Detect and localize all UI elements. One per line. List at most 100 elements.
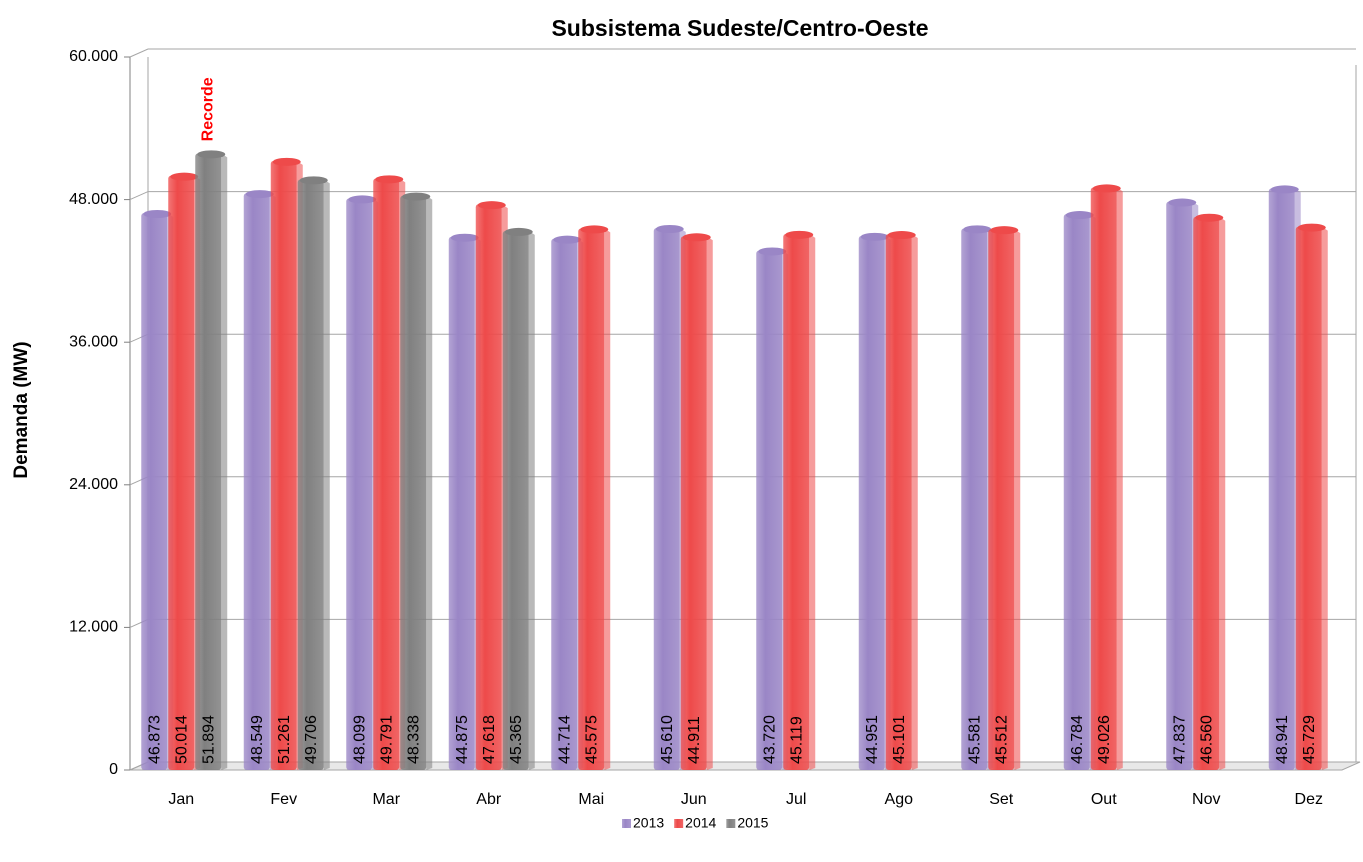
bar-side	[809, 233, 816, 770]
bar	[988, 226, 1021, 771]
legend-label: 2013	[633, 815, 664, 831]
bar-side	[706, 236, 713, 770]
value-label: 44.714	[556, 715, 573, 764]
value-label: 46.784	[1069, 715, 1086, 764]
bar-body	[783, 233, 810, 770]
bar-cap	[990, 226, 1019, 235]
y-tick-label: 24.000	[69, 476, 118, 493]
bar	[1193, 213, 1226, 770]
bar-cap	[682, 233, 711, 242]
bar-body	[1268, 188, 1295, 770]
bar-cap	[170, 172, 199, 181]
bar-body	[1295, 226, 1322, 771]
bar-cap	[299, 176, 328, 185]
x-tick-label: Nov	[1192, 791, 1220, 808]
x-tick-label: Set	[989, 791, 1014, 808]
x-tick-label: Jan	[168, 791, 194, 808]
value-label: 45.729	[1301, 715, 1318, 764]
bar-body	[1090, 187, 1117, 770]
value-label: 47.618	[481, 715, 498, 764]
bar-body	[858, 235, 885, 771]
bar	[502, 227, 535, 770]
value-label: 44.951	[864, 715, 881, 764]
bar-body	[502, 230, 529, 770]
bar-cap	[197, 150, 226, 159]
x-tick-label: Fev	[270, 791, 297, 808]
legend-label: 2014	[685, 815, 716, 831]
bar-cap	[375, 175, 404, 184]
bar-body	[195, 153, 222, 770]
bar-body	[988, 229, 1015, 771]
bar-cap	[143, 209, 172, 218]
value-label: 45.581	[966, 715, 983, 764]
bar-cap	[785, 230, 814, 239]
x-tick-label: Mai	[578, 791, 604, 808]
x-tick-label: Jul	[786, 791, 806, 808]
bar	[400, 192, 433, 770]
bar	[1295, 223, 1328, 771]
bar-cap	[963, 225, 992, 234]
x-tick-label: Ago	[885, 791, 914, 808]
value-label: 45.119	[788, 716, 805, 764]
bar-cap	[1297, 223, 1326, 232]
bar-side	[1219, 216, 1226, 770]
bar-body	[1063, 214, 1090, 770]
bar	[1090, 184, 1123, 770]
y-tick-label: 60.000	[69, 48, 118, 65]
bar-body	[885, 234, 912, 770]
y-tick-label: 48.000	[69, 191, 118, 208]
bar-body	[551, 238, 578, 771]
value-label: 51.261	[276, 715, 293, 764]
value-label: 49.026	[1096, 715, 1113, 764]
legend-label: 2015	[737, 815, 768, 831]
bar	[680, 233, 713, 770]
bar-cap	[1195, 213, 1224, 222]
value-label: 46.873	[146, 715, 163, 764]
bar-body	[961, 228, 988, 771]
bar-body	[1166, 201, 1193, 770]
value-label: 50.014	[173, 715, 190, 764]
bar-side	[221, 153, 228, 770]
bar-body	[297, 179, 324, 770]
bar-cap	[580, 225, 609, 234]
value-label: 49.791	[378, 715, 395, 764]
bar-body	[168, 175, 195, 770]
bar-side	[426, 195, 433, 770]
bar-side	[528, 230, 535, 770]
bar-cap	[402, 192, 431, 201]
bar-cap	[477, 201, 506, 210]
value-label: 45.512	[993, 715, 1010, 764]
value-label: 45.365	[508, 715, 525, 764]
value-label: 43.720	[761, 715, 778, 764]
x-tick-label: Abr	[476, 791, 502, 808]
bar-cap	[450, 233, 479, 242]
bar-side	[1014, 229, 1021, 771]
bar-cap	[860, 232, 889, 241]
bar	[885, 231, 918, 770]
bar-body	[578, 228, 605, 770]
grid-line	[129, 191, 1356, 201]
bar-body	[400, 195, 427, 770]
chart-title: Subsistema Sudeste/Centro-Oeste	[551, 15, 928, 41]
bar-cap	[1092, 184, 1121, 193]
bar-cap	[1270, 185, 1299, 194]
bar-body	[475, 204, 502, 771]
bar	[195, 150, 228, 770]
value-label: 48.338	[405, 715, 422, 764]
bar-body	[448, 236, 475, 770]
y-tick-label: 12.000	[69, 619, 118, 636]
x-tick-label: Jun	[681, 791, 707, 808]
bar-cap	[1168, 198, 1197, 207]
legend-swatch	[726, 819, 736, 828]
bar-side	[1116, 187, 1123, 770]
bar-body	[653, 228, 680, 770]
bar-body	[756, 250, 783, 770]
value-label: 48.549	[249, 715, 266, 764]
y-tick-label: 36.000	[69, 333, 118, 350]
y-axis-label: Demanda (MW)	[11, 341, 32, 478]
bar-cap	[1065, 211, 1094, 220]
bar-body	[346, 198, 373, 770]
bar-cap	[887, 231, 916, 240]
bar-body	[1193, 216, 1220, 770]
annotation: Recorde	[199, 77, 216, 141]
